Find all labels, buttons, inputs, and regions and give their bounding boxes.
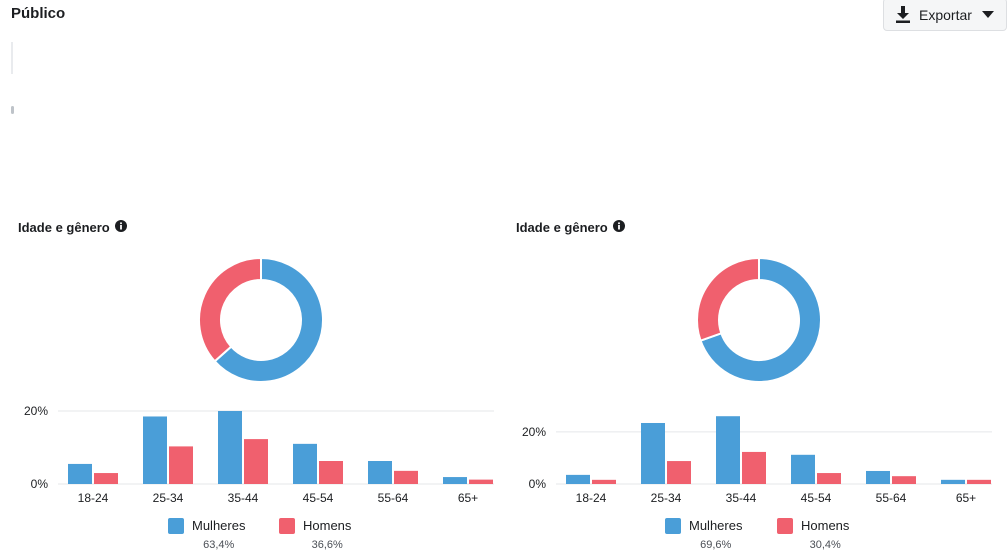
legend-item-women: Mulheres 69,6% xyxy=(665,517,742,552)
legend-swatch-men xyxy=(279,518,295,534)
bar-women-35-44[interactable] xyxy=(716,416,740,484)
legend-swatch-men xyxy=(777,518,793,534)
x-tick-label: 18-24 xyxy=(78,491,109,504)
x-tick-label: 45-54 xyxy=(303,491,334,504)
x-tick-label: 35-44 xyxy=(726,491,757,504)
info-icon[interactable] xyxy=(114,220,127,235)
legend-percentage: 69,6% xyxy=(700,539,732,551)
chart-title-text: Idade e gênero xyxy=(516,220,608,235)
bar-men-35-44[interactable] xyxy=(244,439,268,484)
chart-title: Idade e gênero xyxy=(516,220,625,235)
x-tick-label: 55-64 xyxy=(876,491,907,504)
bar-men-25-34[interactable] xyxy=(667,461,691,484)
age-gender-chart-2: 0% 20% 18-24 25-34 35-44 45-54 55-64 65+ Idade … xyxy=(508,214,998,554)
legend-label: Homens xyxy=(801,518,850,533)
y-tick-label: 0% xyxy=(529,477,547,491)
x-tick-label: 65+ xyxy=(458,491,478,504)
y-tick-label: 20% xyxy=(522,425,546,439)
donut-slice-women[interactable] xyxy=(699,256,822,383)
divider-dot xyxy=(11,106,14,114)
age-gender-chart-svg: 0% 20% 18-24 25-34 35-44 45-54 55-64 65+ xyxy=(24,256,494,504)
donut-slice-women[interactable] xyxy=(213,256,324,383)
x-tick-label: 25-34 xyxy=(651,491,682,504)
chart-title: Idade e gênero xyxy=(18,220,127,235)
legend-item-women: Mulheres 63,4% xyxy=(168,517,245,552)
bar-women-18-24[interactable] xyxy=(68,463,92,484)
export-label: Exportar xyxy=(919,6,972,23)
x-tick-label: 25-34 xyxy=(153,491,184,504)
x-tick-label: 18-24 xyxy=(576,491,607,504)
bar-men-65+[interactable] xyxy=(469,479,493,484)
legend-label: Mulheres xyxy=(192,518,246,533)
bar-women-45-54[interactable] xyxy=(293,443,317,484)
legend-label: Mulheres xyxy=(689,518,743,533)
bar-men-45-54[interactable] xyxy=(817,473,841,484)
y-tick-label: 0% xyxy=(31,477,49,491)
bar-women-45-54[interactable] xyxy=(791,454,815,484)
donut-slice-men[interactable] xyxy=(198,256,262,363)
bar-men-25-34[interactable] xyxy=(169,446,193,484)
bar-men-65+[interactable] xyxy=(967,479,991,484)
bar-men-55-64[interactable] xyxy=(394,470,418,484)
chart-title-text: Idade e gênero xyxy=(18,220,110,235)
bar-women-65+[interactable] xyxy=(443,477,467,484)
legend-label: Homens xyxy=(303,518,352,533)
bar-men-18-24[interactable] xyxy=(94,473,118,484)
bar-women-25-34[interactable] xyxy=(143,416,167,484)
bar-men-55-64[interactable] xyxy=(892,476,916,484)
bar-men-45-54[interactable] xyxy=(319,461,343,484)
legend-percentage: 63,4% xyxy=(203,539,235,551)
legend-item-men: Homens 36,6% xyxy=(279,517,351,552)
bar-women-25-34[interactable] xyxy=(641,422,665,484)
bar-women-55-64[interactable] xyxy=(866,470,890,484)
legend-swatch-women xyxy=(168,518,184,534)
bar-men-18-24[interactable] xyxy=(592,479,616,484)
download-icon xyxy=(896,6,910,23)
bar-men-35-44[interactable] xyxy=(742,451,766,484)
x-tick-label: 45-54 xyxy=(801,491,832,504)
legend-percentage: 36,6% xyxy=(311,539,343,551)
divider xyxy=(11,42,13,74)
bar-women-18-24[interactable] xyxy=(566,474,590,484)
x-tick-label: 65+ xyxy=(956,491,976,504)
donut-slice-men[interactable] xyxy=(696,256,760,342)
bar-women-55-64[interactable] xyxy=(368,461,392,484)
info-icon[interactable] xyxy=(612,220,625,235)
x-tick-label: 55-64 xyxy=(378,491,409,504)
age-gender-chart-1: 0% 20% 18-24 25-34 35-44 45-54 55-64 65+ Idade … xyxy=(10,214,500,554)
legend-percentage: 30,4% xyxy=(809,539,841,551)
age-gender-chart-svg: 0% 20% 18-24 25-34 35-44 45-54 55-64 65+ xyxy=(522,256,992,504)
x-tick-label: 35-44 xyxy=(228,491,259,504)
legend-swatch-women xyxy=(665,518,681,534)
y-tick-label: 20% xyxy=(24,404,48,418)
export-button[interactable]: Exportar xyxy=(883,0,1007,31)
caret-down-icon xyxy=(981,10,994,19)
bar-women-65+[interactable] xyxy=(941,479,965,484)
bar-women-35-44[interactable] xyxy=(218,411,242,484)
page-title: Público xyxy=(11,5,66,22)
legend-item-men: Homens 30,4% xyxy=(777,517,849,552)
